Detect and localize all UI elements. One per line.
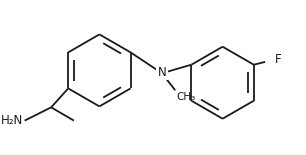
Text: CH₃: CH₃ [176,92,196,102]
Text: H₂N: H₂N [1,114,23,127]
Text: N: N [158,66,166,79]
Text: F: F [275,53,281,66]
